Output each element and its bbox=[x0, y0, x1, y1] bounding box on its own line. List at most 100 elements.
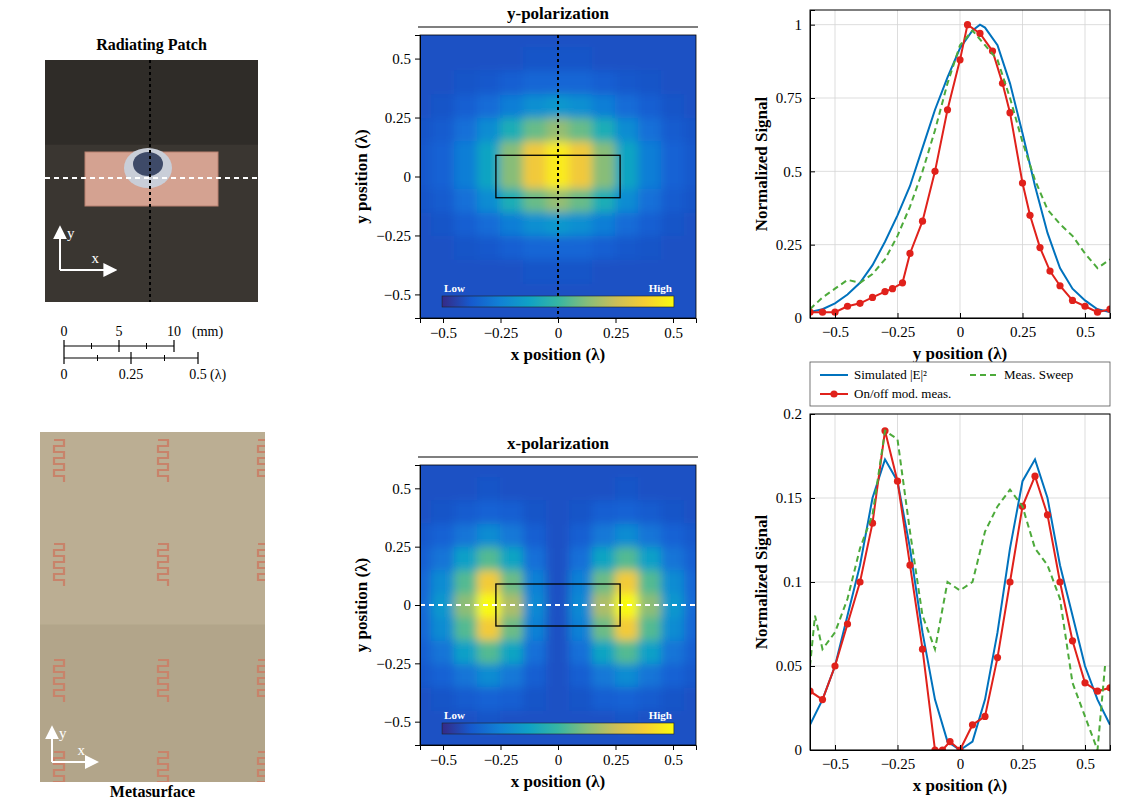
legend-swatch bbox=[820, 374, 848, 376]
heatmap-cell bbox=[684, 663, 696, 687]
heatmap-cell bbox=[420, 465, 432, 477]
heatmap-cell bbox=[546, 465, 570, 477]
tick-label: 0.15 bbox=[776, 490, 802, 506]
heatmap-cell bbox=[523, 46, 547, 71]
axis-arrow bbox=[52, 761, 96, 763]
heatmap-cell bbox=[500, 663, 524, 687]
heatmap-cell bbox=[638, 141, 662, 166]
tick: 0 bbox=[795, 310, 816, 326]
tick-mark bbox=[616, 745, 617, 750]
heatmap-cell bbox=[661, 546, 685, 570]
heatmap-cell bbox=[592, 616, 616, 640]
heatmap-cell bbox=[684, 640, 696, 664]
tick: 0.25 bbox=[1010, 745, 1036, 772]
legend-swatch bbox=[830, 390, 837, 397]
heatmap-cell bbox=[638, 235, 662, 260]
heatmap-cell bbox=[523, 476, 547, 500]
heatmap-cell bbox=[477, 570, 501, 594]
series-line bbox=[810, 31, 1110, 310]
heatmap-cell bbox=[454, 663, 478, 687]
heatmap-cell bbox=[477, 640, 501, 664]
heatmap-cell bbox=[477, 616, 501, 640]
axis-line bbox=[415, 466, 421, 746]
heatmap-cell bbox=[420, 710, 432, 734]
heatmap-cell bbox=[523, 570, 547, 594]
plot-area bbox=[810, 21, 1110, 316]
colorbar-label: High bbox=[649, 709, 672, 721]
legend-swatch bbox=[970, 374, 998, 376]
axis-line bbox=[811, 11, 816, 319]
tick: 0.5 bbox=[664, 318, 683, 341]
series-marker bbox=[919, 218, 926, 225]
heatmap-cell bbox=[454, 616, 478, 640]
heatmap-cell bbox=[661, 306, 685, 318]
axis-arrow bbox=[51, 728, 53, 762]
tick-label: −0.5 bbox=[384, 714, 411, 730]
heatmap-cell bbox=[615, 476, 639, 500]
tick: 0.25 bbox=[385, 539, 420, 555]
heatmap-cell bbox=[592, 188, 616, 213]
heatmap-cell bbox=[454, 188, 478, 213]
tick: 0 bbox=[404, 169, 421, 185]
heatmap-cell bbox=[477, 500, 501, 524]
heatmap-cell bbox=[569, 35, 593, 47]
series-marker bbox=[819, 309, 826, 316]
heatmap-cell bbox=[523, 70, 547, 95]
tick: −0.5 bbox=[822, 313, 849, 340]
heatmap-cell bbox=[523, 117, 547, 142]
heatmap-cell bbox=[569, 259, 593, 284]
heatmap-cell bbox=[615, 164, 639, 189]
series-marker bbox=[889, 285, 896, 292]
tick-label: −0.25 bbox=[376, 228, 411, 244]
heatmap-cell bbox=[546, 500, 570, 524]
heatmap-cell bbox=[615, 663, 639, 687]
heatmap-cell bbox=[454, 164, 478, 189]
heatmap-cell bbox=[420, 546, 432, 570]
heatmap-cell bbox=[431, 465, 455, 477]
series-marker bbox=[1046, 267, 1053, 274]
heatmap-cell bbox=[638, 686, 662, 710]
heatmap-cell bbox=[684, 188, 696, 213]
series-marker bbox=[994, 654, 1001, 661]
scale-tick bbox=[130, 352, 131, 364]
heatmap-cell bbox=[477, 663, 501, 687]
series-marker bbox=[956, 56, 963, 63]
heatmap-cell bbox=[500, 570, 524, 594]
heatmap-cell bbox=[592, 640, 616, 664]
heatmap-cell bbox=[431, 259, 455, 284]
heatmap-cell bbox=[477, 465, 501, 477]
heatmap-cell bbox=[615, 70, 639, 95]
tick-mark bbox=[960, 313, 961, 318]
series-marker bbox=[939, 746, 946, 750]
heatmap-cell bbox=[569, 306, 593, 318]
series-marker bbox=[1106, 306, 1110, 313]
series-marker bbox=[906, 250, 913, 257]
tick-label: 0.25 bbox=[776, 237, 802, 253]
heatmap-cell bbox=[431, 188, 455, 213]
tick-mark bbox=[1023, 313, 1024, 318]
tick: 0.25 bbox=[385, 110, 420, 126]
heatmap-cell bbox=[592, 546, 616, 570]
tick: 0.5 bbox=[392, 481, 420, 497]
series-marker bbox=[906, 562, 913, 569]
tick: 0 bbox=[957, 745, 965, 772]
heatmap-cell bbox=[420, 211, 432, 236]
heatmap-cell bbox=[684, 70, 696, 95]
tick-mark bbox=[898, 313, 899, 318]
legend-label: On/off mod. meas. bbox=[854, 386, 951, 401]
tick-mark bbox=[835, 745, 836, 750]
tick-label: 1 bbox=[795, 17, 803, 33]
grid-line bbox=[1085, 10, 1086, 318]
heatmap-cell bbox=[431, 686, 455, 710]
heatmap-cell bbox=[546, 523, 570, 547]
heatmap-cell bbox=[638, 70, 662, 95]
scale-tick bbox=[173, 340, 174, 352]
heatmap-cell bbox=[684, 141, 696, 166]
heatmap-cell bbox=[569, 476, 593, 500]
heatmap-cell bbox=[684, 476, 696, 500]
y-axis: −0.5−0.2500.250.5 bbox=[376, 466, 420, 746]
heatmap-cell bbox=[500, 35, 524, 47]
series-marker bbox=[976, 30, 983, 37]
tick-label: −0.25 bbox=[881, 756, 916, 772]
heatmap-cell bbox=[661, 93, 685, 118]
